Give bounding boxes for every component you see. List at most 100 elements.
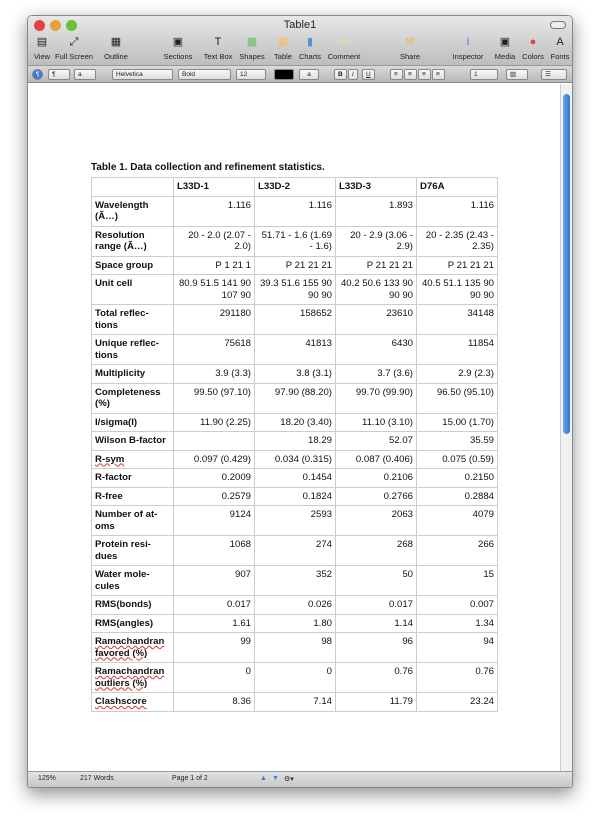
table-cell[interactable]: 6430 — [335, 334, 417, 365]
table-cell[interactable]: P 1 21 1 — [173, 255, 255, 275]
row-label[interactable]: Completeness (%) — [91, 382, 174, 414]
table-cell[interactable]: 0.017 — [335, 595, 417, 615]
table-cell[interactable]: 11.90 (2.25) — [173, 412, 255, 432]
row-label[interactable]: Unit cell — [91, 274, 174, 305]
columns-select[interactable]: ▥ — [506, 69, 528, 80]
table-cell[interactable]: 15 — [416, 565, 498, 596]
table-cell[interactable]: 2593 — [254, 505, 336, 536]
row-label[interactable]: Protein resi-dues — [91, 535, 174, 566]
next-page-icon[interactable]: ▼ — [272, 775, 279, 782]
toolbar-media-button[interactable]: ▣ Media — [491, 35, 519, 61]
table-cell[interactable]: 35.59 — [416, 431, 498, 451]
toolbar-inspector-button[interactable]: i Inspector — [453, 35, 484, 61]
table-cell[interactable]: 11.10 (3.10) — [335, 412, 417, 432]
document-canvas[interactable]: Table 1. Data collection and refinement … — [28, 84, 562, 773]
table-cell[interactable]: 1068 — [173, 535, 255, 566]
table-cell[interactable]: 1.893 — [335, 195, 417, 227]
toolbar-table-button[interactable]: ▦ Table — [269, 35, 297, 61]
toolbar-shapes-button[interactable]: ▩ Shapes — [238, 35, 266, 61]
table-cell[interactable]: 39.3 51.6 155 90 90 90 — [254, 274, 336, 305]
gear-icon[interactable]: ⚙▾ — [284, 776, 294, 783]
table-cell[interactable]: 291180 — [173, 304, 255, 335]
row-label[interactable]: RMS(bonds) — [91, 595, 174, 615]
table-cell[interactable]: 18.20 (3.40) — [254, 412, 336, 432]
row-label[interactable]: R-sym — [91, 449, 174, 469]
table-cell[interactable]: 0.2106 — [335, 468, 417, 488]
row-label[interactable]: R-factor — [91, 468, 174, 488]
table-cell[interactable]: 20 - 2.0 (2.07 - 2.0) — [173, 225, 255, 257]
align-right-button[interactable]: ≡ — [418, 69, 431, 80]
table-cell[interactable]: 40.2 50.6 133 90 90 90 — [335, 274, 417, 305]
table-cell[interactable]: 40.5 51.1 135 90 90 90 — [416, 274, 498, 305]
align-left-button[interactable]: ≡ — [390, 69, 403, 80]
table-cell[interactable]: 274 — [254, 535, 336, 566]
list-style-select[interactable]: ☰ — [541, 69, 567, 80]
table-cell[interactable]: P 21 21 21 — [416, 255, 498, 275]
toolbar-fonts-button[interactable]: A Fonts — [546, 35, 572, 61]
table-cell[interactable]: 96 — [335, 632, 417, 663]
highlight-color-well[interactable]: a — [299, 69, 319, 80]
row-label[interactable]: Space group — [91, 255, 174, 275]
toolbar-toggle-button[interactable] — [550, 21, 566, 29]
table-cell[interactable]: 3.9 (3.3) — [173, 364, 255, 384]
table-cell[interactable]: P 21 21 21 — [254, 255, 336, 275]
table-cell[interactable]: 98 — [254, 632, 336, 663]
previous-page-icon[interactable]: ▲ — [260, 775, 267, 782]
toolbar-colors-button[interactable]: ● Colors — [519, 35, 547, 61]
toolbar-sections-button[interactable]: ▣ Sections — [164, 35, 193, 61]
table-cell[interactable]: 80.9 51.5 141 90 107 90 — [173, 274, 255, 305]
table-cell[interactable]: 0 — [254, 662, 336, 693]
minimize-button[interactable] — [50, 20, 61, 31]
table-cell[interactable]: 1.61 — [173, 613, 255, 633]
font-family-select[interactable]: Helvetica — [112, 69, 173, 80]
table-cell[interactable]: 23.24 — [416, 692, 498, 712]
scroll-thumb[interactable] — [563, 94, 570, 434]
table-cell[interactable]: 907 — [173, 565, 255, 596]
table-cell[interactable]: 50 — [335, 565, 417, 596]
table-cell[interactable]: 0.026 — [254, 595, 336, 615]
table-cell[interactable]: 96.50 (95.10) — [416, 382, 498, 414]
table-cell[interactable]: 0.075 (0.59) — [416, 449, 498, 469]
row-label[interactable]: I/sigma(I) — [91, 412, 174, 432]
table-cell[interactable]: 0.76 — [416, 662, 498, 693]
line-spacing-select[interactable]: 1 — [470, 69, 498, 80]
table-cell[interactable]: 1.14 — [335, 613, 417, 633]
table-cell[interactable]: 268 — [335, 535, 417, 566]
row-label[interactable]: Wavelength (Ã…) — [91, 195, 174, 227]
table-cell[interactable]: 11.79 — [335, 692, 417, 712]
italic-button[interactable]: I — [348, 69, 358, 80]
table-cell[interactable]: 75618 — [173, 334, 255, 365]
table-cell[interactable]: P 21 21 21 — [335, 255, 417, 275]
table-cell[interactable]: 20 - 2.9 (3.06 - 2.9) — [335, 225, 417, 257]
table-cell[interactable]: 0.007 — [416, 595, 498, 615]
table-cell[interactable]: 4079 — [416, 505, 498, 536]
close-button[interactable] — [34, 20, 45, 31]
table-cell[interactable]: 0.2150 — [416, 468, 498, 488]
table-cell[interactable]: 158652 — [254, 304, 336, 335]
table-cell[interactable]: 0.017 — [173, 595, 255, 615]
table-cell[interactable]: 11854 — [416, 334, 498, 365]
bold-button[interactable]: B — [334, 69, 347, 80]
table-cell[interactable]: 0.2009 — [173, 468, 255, 488]
table-cell[interactable]: 2063 — [335, 505, 417, 536]
table-cell[interactable]: 51.71 - 1.6 (1.69 - 1.6) — [254, 225, 336, 257]
table-cell[interactable]: 9124 — [173, 505, 255, 536]
row-label[interactable]: Wilson B-factor — [91, 431, 174, 451]
character-style-select[interactable]: a — [74, 69, 96, 80]
toolbar-view-button[interactable]: ▤ View — [28, 35, 56, 61]
invisibles-icon[interactable]: ¶ — [32, 69, 43, 80]
table-cell[interactable]: 99.50 (97.10) — [173, 382, 255, 414]
typeface-select[interactable]: Bold — [178, 69, 231, 80]
table-cell[interactable]: 0.034 (0.315) — [254, 449, 336, 469]
table-cell[interactable]: 7.14 — [254, 692, 336, 712]
row-label[interactable]: Ramachandran favored (%) — [91, 632, 174, 663]
toolbar-share-button[interactable]: ✉ Share — [396, 35, 424, 61]
table-cell[interactable]: 1.34 — [416, 613, 498, 633]
row-label[interactable]: R-free — [91, 486, 174, 506]
table-cell[interactable]: 97.90 (88.20) — [254, 382, 336, 414]
row-label[interactable]: Multiplicity — [91, 364, 174, 384]
table-cell[interactable]: 15.00 (1.70) — [416, 412, 498, 432]
zoom-select[interactable]: 125% — [38, 775, 56, 782]
toolbar-comment-button[interactable]: ▭ Comment — [328, 35, 361, 61]
text-color-well[interactable] — [274, 69, 294, 80]
